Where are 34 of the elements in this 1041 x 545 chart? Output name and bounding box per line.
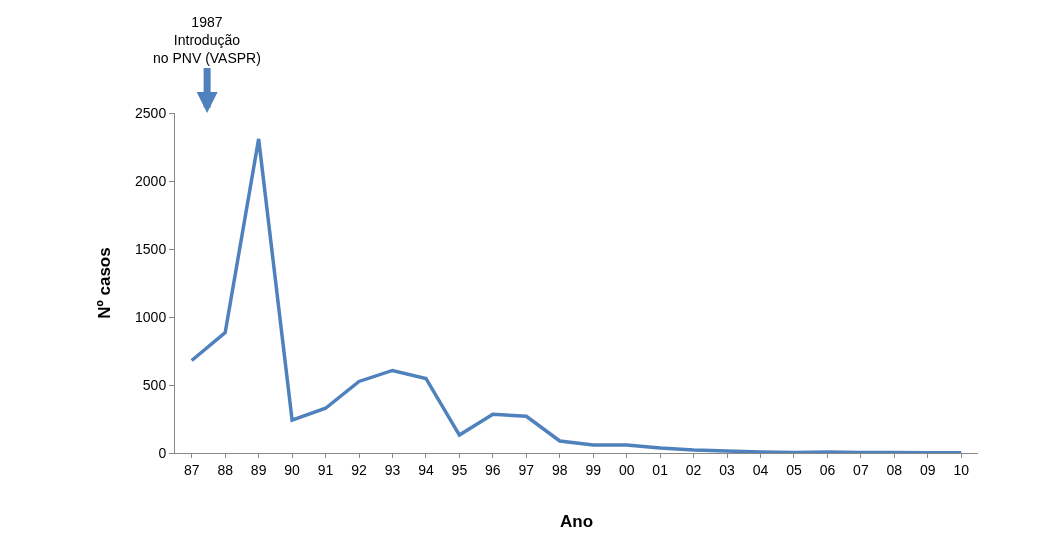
y-axis-title: Nº casos [94,247,114,319]
x-tick-label: 04 [752,461,769,478]
x-tick-label: 94 [418,461,434,478]
x-tick-label: 05 [786,461,802,478]
x-tick-label: 91 [317,461,334,478]
x-tick-label: 10 [953,461,970,478]
x-tick-label: 06 [819,461,836,478]
y-tick-label: 1000 [135,308,167,325]
y-tick-label: 1500 [135,240,167,257]
y-tick-label: 2500 [135,104,167,121]
x-tick-label: 92 [351,461,368,478]
y-tick-label: 2000 [135,172,167,189]
x-tick-label: 90 [284,461,301,478]
x-tick-label: 08 [886,461,903,478]
x-axis-title: Ano [559,512,594,532]
x-tick-label: 88 [217,461,234,478]
x-tick-label: 09 [920,461,936,478]
x-tick-label: 98 [551,461,568,478]
text: 1987 Introdução no PNV (VASPR) [153,14,261,67]
x-tick-label: 00 [618,461,635,478]
x-tick-label: 01 [652,461,669,478]
y-tick-label: 0 [158,444,167,461]
x-tick-label: 89 [250,461,267,478]
x-tick-label: 99 [585,461,602,478]
x-tick-label: 03 [719,461,736,478]
line-series [189,137,964,453]
x-tick-label: 87 [183,461,200,478]
x-tick-label: 02 [685,461,702,478]
x-tick-label: 93 [384,461,401,478]
x-tick-label: 97 [518,461,535,478]
y-tick-label: 500 [142,376,167,393]
x-tick-label: 96 [485,461,501,478]
x-tick-label: 95 [451,461,468,478]
x-tick-label: 07 [853,461,869,478]
